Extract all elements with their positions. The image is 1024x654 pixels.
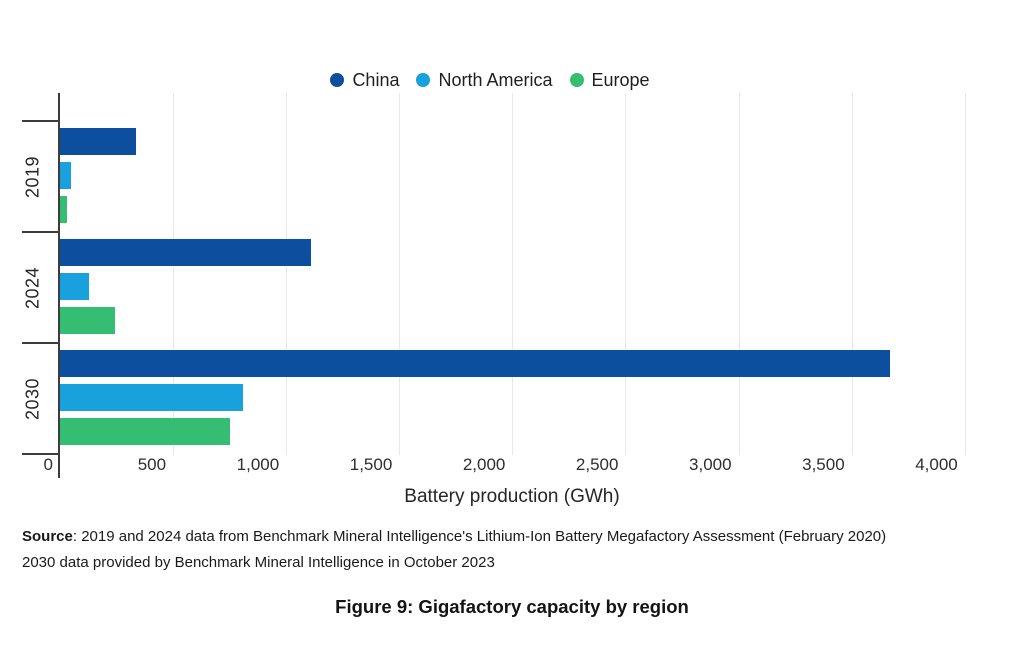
bar-2024-china [60, 239, 312, 266]
legend-item-europe: Europe [569, 69, 650, 91]
source-line-2: 2030 data provided by Benchmark Mineral … [22, 554, 495, 571]
gridline-3500 [851, 93, 853, 455]
bar-2019-europe [60, 196, 67, 223]
x-tick-label-0: 0 [43, 455, 53, 474]
x-tick-label-1500: 1,500 [349, 455, 393, 474]
legend-label-europe: Europe [591, 69, 650, 90]
bar-2030-china [60, 350, 891, 377]
gridline-3000 [738, 93, 740, 455]
chart-legend: China North America Europe [0, 66, 980, 94]
gridline-2000 [512, 93, 514, 455]
north-america-legend-dot-icon [416, 73, 431, 87]
bar-2019-north-america [60, 162, 72, 189]
x-tick-label-3500: 3,500 [802, 455, 845, 474]
y-axis-group-tick [22, 342, 59, 344]
gridline-1000 [286, 93, 288, 455]
figure-caption: Figure 9: Gigafactory capacity by region [335, 596, 689, 617]
bar-2030-europe [60, 418, 230, 445]
bar-2019-china [60, 128, 136, 155]
legend-label-china: China [352, 69, 400, 90]
source-line-1-text: : 2019 and 2024 data from Benchmark Mine… [72, 528, 887, 545]
gridline-2500 [625, 93, 627, 455]
x-tick-label-500: 500 [137, 455, 167, 474]
legend-item-north-america: North America [416, 69, 553, 91]
x-tick-label-4000: 4,000 [915, 455, 958, 474]
gridline-4000 [964, 93, 966, 455]
bar-chart: 2019 2024 2030 [0, 93, 1024, 478]
x-axis-tick-labels: 0 500 1,000 1,500 2,000 2,500 3,000 3,500 4,000 [44, 455, 1018, 477]
bar-2030-north-america [60, 384, 244, 411]
source-line-1: Source: 2019 and 2024 data from Benchmar… [22, 524, 1002, 550]
source-label: Source [22, 528, 73, 545]
legend-item-china: China [330, 70, 399, 91]
gridline-1500 [399, 93, 401, 455]
bar-2024-north-america [60, 273, 90, 300]
x-tick-label-3000: 3,000 [689, 455, 732, 474]
legend-label-north-america: North America [438, 69, 553, 90]
y-axis-group-tick [22, 231, 59, 233]
x-tick-label-1000: 1,000 [236, 455, 280, 474]
china-legend-dot-icon [330, 73, 345, 87]
y-axis-group-tick [22, 453, 59, 455]
source-note: Source: 2019 and 2024 data from Benchmar… [22, 524, 1002, 576]
category-label-2019: 2019 [22, 155, 43, 198]
x-tick-label-2500: 2,500 [575, 455, 619, 474]
x-tick-label-2000: 2,000 [462, 455, 506, 474]
bar-2024-europe [60, 307, 116, 334]
y-axis-group-tick [22, 120, 59, 122]
gridline-500 [173, 93, 175, 455]
category-label-2024: 2024 [22, 266, 43, 309]
x-axis-title: Battery production (GWh) [404, 486, 620, 507]
plot-area [22, 93, 1010, 478]
category-label-2030: 2030 [22, 377, 43, 420]
europe-legend-dot-icon [569, 73, 584, 87]
